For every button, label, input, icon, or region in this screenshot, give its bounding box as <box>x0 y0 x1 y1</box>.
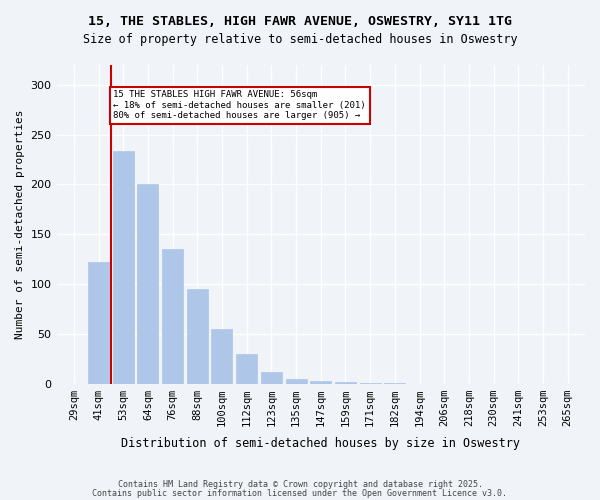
Bar <box>88 262 109 384</box>
Bar <box>236 354 257 384</box>
Bar <box>211 329 232 384</box>
Text: 15, THE STABLES, HIGH FAWR AVENUE, OSWESTRY, SY11 1TG: 15, THE STABLES, HIGH FAWR AVENUE, OSWES… <box>88 15 512 28</box>
Bar <box>359 382 380 384</box>
Bar <box>335 382 356 384</box>
Text: Contains HM Land Registry data © Crown copyright and database right 2025.: Contains HM Land Registry data © Crown c… <box>118 480 482 489</box>
Bar <box>113 150 134 384</box>
Bar <box>187 289 208 384</box>
Bar <box>137 184 158 384</box>
Bar <box>385 382 406 384</box>
Text: Size of property relative to semi-detached houses in Oswestry: Size of property relative to semi-detach… <box>83 32 517 46</box>
Text: Contains public sector information licensed under the Open Government Licence v3: Contains public sector information licen… <box>92 488 508 498</box>
Bar <box>310 380 331 384</box>
Text: 15 THE STABLES HIGH FAWR AVENUE: 56sqm
← 18% of semi-detached houses are smaller: 15 THE STABLES HIGH FAWR AVENUE: 56sqm ←… <box>113 90 366 120</box>
Bar <box>286 378 307 384</box>
Bar <box>261 372 282 384</box>
Bar <box>162 249 183 384</box>
Y-axis label: Number of semi-detached properties: Number of semi-detached properties <box>15 110 25 339</box>
X-axis label: Distribution of semi-detached houses by size in Oswestry: Distribution of semi-detached houses by … <box>121 437 520 450</box>
